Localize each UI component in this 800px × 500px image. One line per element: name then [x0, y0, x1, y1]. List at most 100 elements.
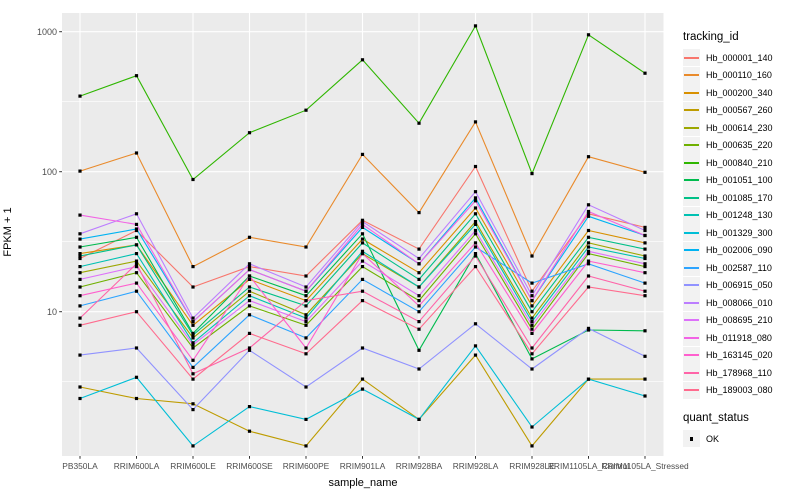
data-point: [247, 348, 252, 352]
data-point: [78, 353, 82, 357]
data-point: [134, 375, 139, 379]
data-point: [586, 203, 591, 207]
data-point: [360, 249, 365, 253]
data-point: [78, 169, 82, 173]
data-point: [586, 285, 591, 289]
data-point: [473, 212, 478, 216]
x-axis-title: sample_name: [328, 477, 398, 489]
data-point: [360, 237, 365, 241]
data-point: [134, 227, 139, 231]
data-point: [586, 241, 591, 245]
data-point: [247, 262, 252, 266]
legend-item-Hb_011918_080: Hb_011918_080: [683, 329, 800, 347]
legend-item-Hb_001085_170: Hb_001085_170: [683, 189, 800, 207]
data-point: [360, 277, 365, 281]
data-point: [586, 214, 591, 218]
data-point: [473, 206, 478, 210]
data-point: [78, 254, 82, 258]
legend-item-label: Hb_000200_340: [706, 87, 773, 98]
data-point: [191, 343, 195, 347]
data-point: [473, 222, 478, 226]
data-point: [530, 289, 534, 293]
data-point: [78, 94, 82, 98]
data-point: [417, 327, 421, 331]
legend-item-label: Hb_000001_140: [706, 52, 773, 63]
data-point: [191, 323, 195, 327]
data-point: [360, 152, 365, 156]
data-point: [78, 232, 82, 236]
data-point: [247, 131, 252, 135]
legend-key-swatch: [683, 101, 700, 119]
x-tick-label: RRIM928LE: [509, 461, 555, 471]
data-point: [360, 222, 365, 226]
data-point: [134, 262, 139, 266]
data-point: [643, 247, 647, 251]
legend-item-quant-OK: OK: [683, 430, 800, 448]
data-point: [643, 289, 647, 293]
data-point: [191, 316, 195, 320]
legend-item-Hb_000001_140: Hb_000001_140: [683, 49, 800, 67]
legend-item-label: Hb_008066_010: [706, 297, 773, 308]
data-point: [191, 285, 195, 289]
data-point: [586, 326, 591, 330]
data-point: [586, 33, 591, 37]
data-point: [643, 377, 647, 381]
data-point: [360, 252, 365, 256]
data-point: [586, 259, 591, 263]
data-point: [530, 367, 534, 371]
data-point: [191, 336, 195, 340]
data-point: [191, 320, 195, 324]
data-point: [586, 212, 591, 216]
data-point: [586, 209, 591, 214]
legend-key-swatch: [683, 189, 700, 207]
legend-key-swatch: [683, 154, 700, 172]
data-point: [247, 268, 252, 272]
data-point: [304, 417, 308, 421]
legend-item-label: Hb_000614_230: [706, 122, 773, 133]
data-point: [134, 289, 139, 293]
data-point: [304, 294, 308, 298]
legend-key-swatch: [683, 66, 700, 84]
data-point: [360, 259, 365, 263]
legend-item-Hb_000567_260: Hb_000567_260: [683, 101, 800, 120]
data-point: [134, 271, 139, 275]
data-point: [473, 190, 478, 194]
data-point: [643, 329, 647, 333]
data-point: [473, 228, 478, 233]
data-point: [417, 262, 421, 266]
data-point: [643, 225, 647, 229]
data-point: [304, 385, 308, 389]
legend-item-Hb_000614_230: Hb_000614_230: [683, 119, 800, 137]
data-point: [473, 232, 478, 236]
legend-item-label: Hb_163145_020: [706, 350, 773, 361]
data-point: [473, 199, 478, 203]
legend-key-swatch: [683, 224, 700, 242]
data-point: [473, 254, 478, 258]
data-point: [643, 241, 647, 245]
data-point: [304, 444, 308, 448]
data-point: [78, 294, 82, 298]
data-point: [417, 299, 421, 303]
data-point: [78, 323, 82, 327]
data-point: [304, 274, 308, 278]
data-point: [530, 444, 534, 448]
data-point: [643, 354, 647, 358]
data-point: [643, 256, 647, 261]
y-tick-label: 100: [42, 167, 57, 177]
data-point: [191, 265, 195, 269]
data-point: [473, 24, 478, 28]
legend-key-swatch: [683, 241, 700, 259]
data-point: [78, 396, 82, 401]
data-point: [247, 304, 252, 308]
legend-item-Hb_178968_110: Hb_178968_110: [683, 364, 800, 382]
data-point: [417, 285, 421, 289]
legend-item-label: Hb_000840_210: [706, 157, 773, 168]
data-point: [417, 211, 421, 215]
legend-key-swatch: [683, 381, 700, 399]
data-point: [134, 212, 139, 216]
data-point: [417, 121, 421, 125]
legend-key-swatch: [683, 206, 700, 224]
data-point: [360, 58, 365, 62]
data-point: [134, 151, 139, 155]
